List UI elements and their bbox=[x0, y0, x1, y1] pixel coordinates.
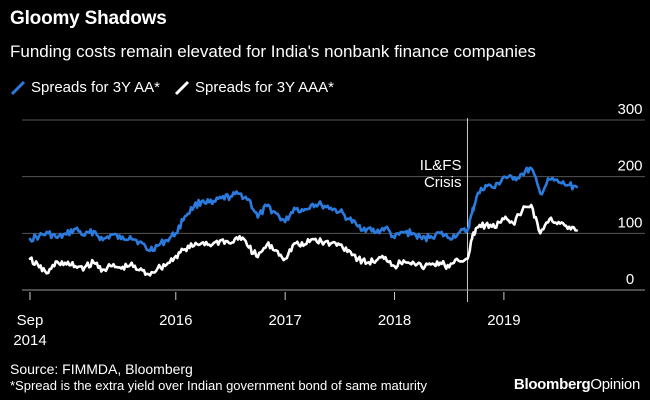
source-note: Source: FIMMDA, Bloomberg bbox=[10, 361, 193, 377]
bloomberg-opinion-logo: BloombergOpinion bbox=[514, 376, 640, 393]
grid-layer bbox=[22, 119, 645, 291]
legend: Spreads for 3Y AA* Spreads for 3Y AAA* bbox=[10, 79, 348, 96]
x-tick-label-0: Sep bbox=[17, 312, 44, 329]
brand-main: Bloomberg bbox=[513, 376, 591, 393]
legend-label-aa: Spreads for 3Y AA* bbox=[31, 79, 160, 96]
legend-swatch-aa-icon bbox=[10, 80, 26, 95]
legend-swatch-aaa-icon bbox=[174, 80, 190, 95]
x-tick-label-1: 2016 bbox=[159, 312, 192, 329]
y-tick-label-200: 200 bbox=[617, 158, 642, 175]
legend-item-aa: Spreads for 3Y AA* bbox=[10, 79, 160, 96]
brand-sub: Opinion bbox=[590, 376, 640, 393]
x-tick-label-0-line2: 2014 bbox=[13, 332, 46, 349]
y-tick-label-100: 100 bbox=[617, 214, 642, 231]
annotation-text-0-0: IL&FS bbox=[420, 157, 462, 174]
y-tick-label-300: 300 bbox=[617, 101, 642, 118]
x-tick-label-4: 2019 bbox=[487, 312, 520, 329]
chart-title: Gloomy Shadows bbox=[10, 8, 167, 29]
chart-subtitle: Funding costs remain elevated for India'… bbox=[10, 42, 536, 61]
y-tick-label-0: 0 bbox=[626, 271, 634, 288]
series-line-aaa bbox=[28, 203, 579, 277]
annotation-text-0-1: Crisis bbox=[424, 174, 462, 191]
series-line-aa bbox=[28, 166, 579, 253]
axis-layer: 0 100 200 300 Sep 2014 2016 2017 2018 2019 bbox=[13, 101, 645, 349]
legend-label-aaa: Spreads for 3Y AAA* bbox=[194, 79, 334, 96]
series-layer bbox=[28, 166, 579, 277]
footnote: *Spread is the extra yield over Indian g… bbox=[10, 378, 427, 393]
legend-item-aaa: Spreads for 3Y AAA* bbox=[174, 79, 334, 96]
x-tick-label-3: 2018 bbox=[378, 312, 411, 329]
x-tick-label-2: 2017 bbox=[268, 312, 301, 329]
